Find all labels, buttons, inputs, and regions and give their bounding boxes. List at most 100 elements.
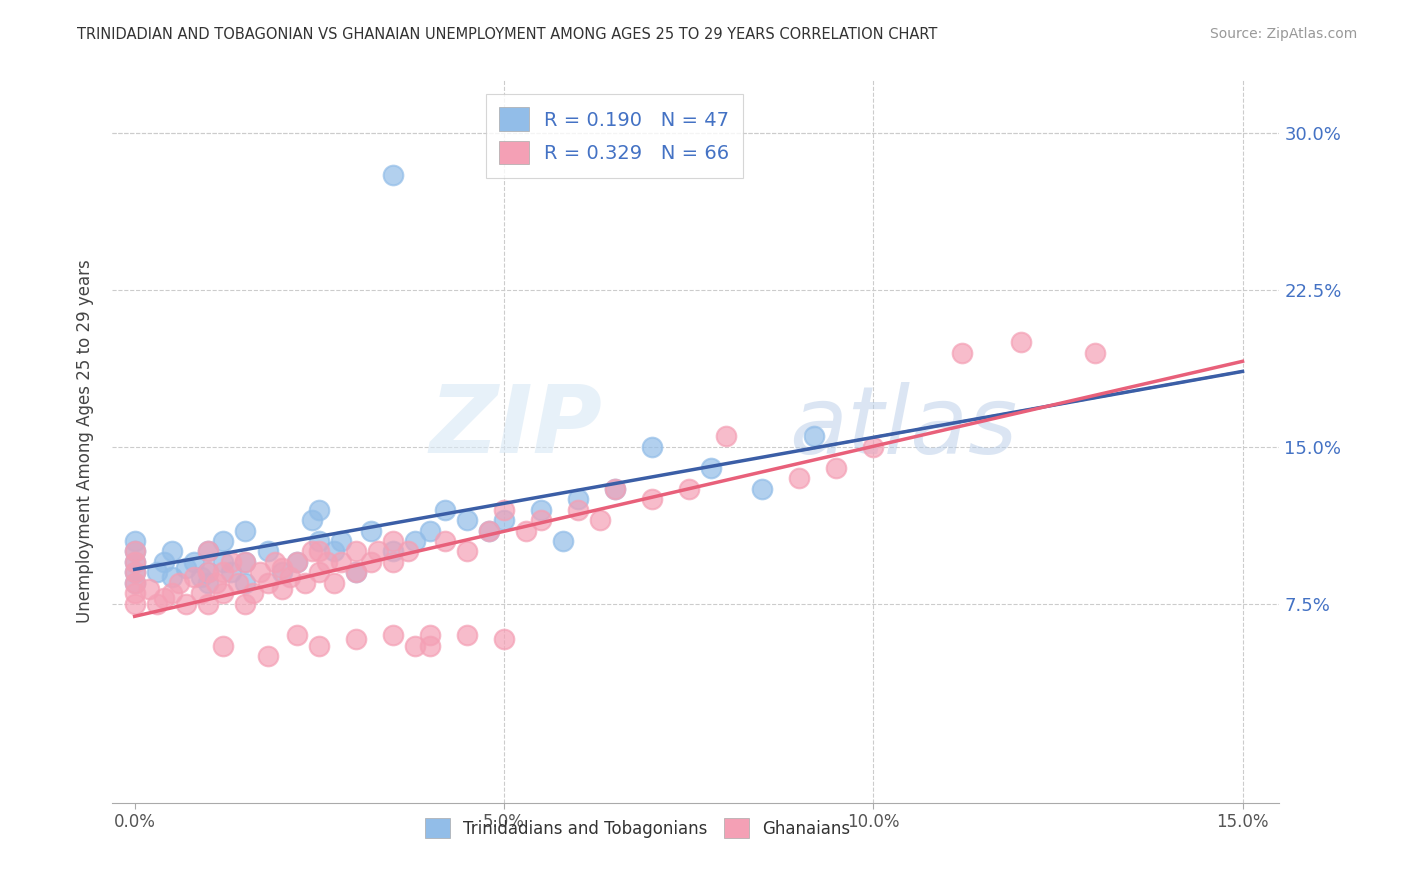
Point <box>235 575 257 590</box>
Point <box>124 544 146 558</box>
Point <box>124 575 146 590</box>
Point <box>197 566 219 580</box>
Point <box>160 586 183 600</box>
Point <box>603 482 626 496</box>
Point <box>167 575 190 590</box>
Point <box>294 575 316 590</box>
Point <box>146 597 169 611</box>
Point <box>124 566 146 580</box>
Point <box>235 555 257 569</box>
Point <box>308 639 330 653</box>
Point <box>344 566 367 580</box>
Point <box>433 502 456 516</box>
Point <box>190 586 212 600</box>
Point <box>382 544 405 558</box>
Point <box>235 555 257 569</box>
Point <box>862 440 884 454</box>
Point <box>212 534 235 549</box>
Point <box>301 513 323 527</box>
Point <box>256 544 278 558</box>
Point <box>478 524 501 538</box>
Point <box>456 513 478 527</box>
Point <box>138 582 160 597</box>
Point <box>344 632 367 647</box>
Text: atlas: atlas <box>789 382 1018 473</box>
Point <box>640 492 662 507</box>
Point <box>301 544 323 558</box>
Point <box>551 534 574 549</box>
Point <box>197 544 219 558</box>
Point <box>308 544 330 558</box>
Point <box>714 429 737 443</box>
Point <box>124 555 146 569</box>
Point <box>456 628 478 642</box>
Point <box>700 460 723 475</box>
Point <box>360 524 382 538</box>
Point <box>197 566 219 580</box>
Point <box>478 524 501 538</box>
Point <box>367 544 389 558</box>
Point <box>205 575 228 590</box>
Point <box>124 534 146 549</box>
Point <box>219 566 242 580</box>
Point <box>212 639 235 653</box>
Point <box>589 513 612 527</box>
Point <box>382 534 405 549</box>
Point <box>567 502 589 516</box>
Point <box>212 566 235 580</box>
Point <box>419 639 441 653</box>
Point <box>308 502 330 516</box>
Point <box>323 544 346 558</box>
Point <box>330 555 353 569</box>
Point <box>183 569 205 583</box>
Point <box>124 575 146 590</box>
Point <box>603 482 626 496</box>
Point <box>530 502 553 516</box>
Point <box>530 513 553 527</box>
Text: Source: ZipAtlas.com: Source: ZipAtlas.com <box>1209 27 1357 41</box>
Point <box>219 555 242 569</box>
Point <box>950 345 973 359</box>
Point <box>308 566 330 580</box>
Point <box>492 513 515 527</box>
Point <box>285 555 308 569</box>
Point <box>344 566 367 580</box>
Point <box>153 591 176 605</box>
Point <box>382 628 405 642</box>
Point <box>419 524 441 538</box>
Point <box>456 544 478 558</box>
Y-axis label: Unemployment Among Ages 25 to 29 years: Unemployment Among Ages 25 to 29 years <box>76 260 94 624</box>
Point <box>235 597 257 611</box>
Point <box>197 575 219 590</box>
Point <box>751 482 773 496</box>
Point <box>124 597 146 611</box>
Point <box>404 534 426 549</box>
Point <box>382 555 405 569</box>
Point <box>278 569 301 583</box>
Point <box>344 544 367 558</box>
Point <box>308 534 330 549</box>
Point <box>176 561 198 575</box>
Point <box>404 639 426 653</box>
Point <box>124 544 146 558</box>
Point <box>360 555 382 569</box>
Point <box>678 482 700 496</box>
Point <box>256 575 278 590</box>
Point <box>183 555 205 569</box>
Point <box>515 524 537 538</box>
Point <box>226 575 249 590</box>
Point <box>160 544 183 558</box>
Point <box>271 566 294 580</box>
Point <box>124 566 146 580</box>
Point <box>264 555 287 569</box>
Point <box>323 575 346 590</box>
Text: ZIP: ZIP <box>430 381 603 473</box>
Point <box>146 566 169 580</box>
Point <box>271 582 294 597</box>
Point <box>212 555 235 569</box>
Point <box>176 597 198 611</box>
Point <box>235 524 257 538</box>
Point <box>124 555 146 569</box>
Point <box>256 649 278 664</box>
Point <box>160 569 183 583</box>
